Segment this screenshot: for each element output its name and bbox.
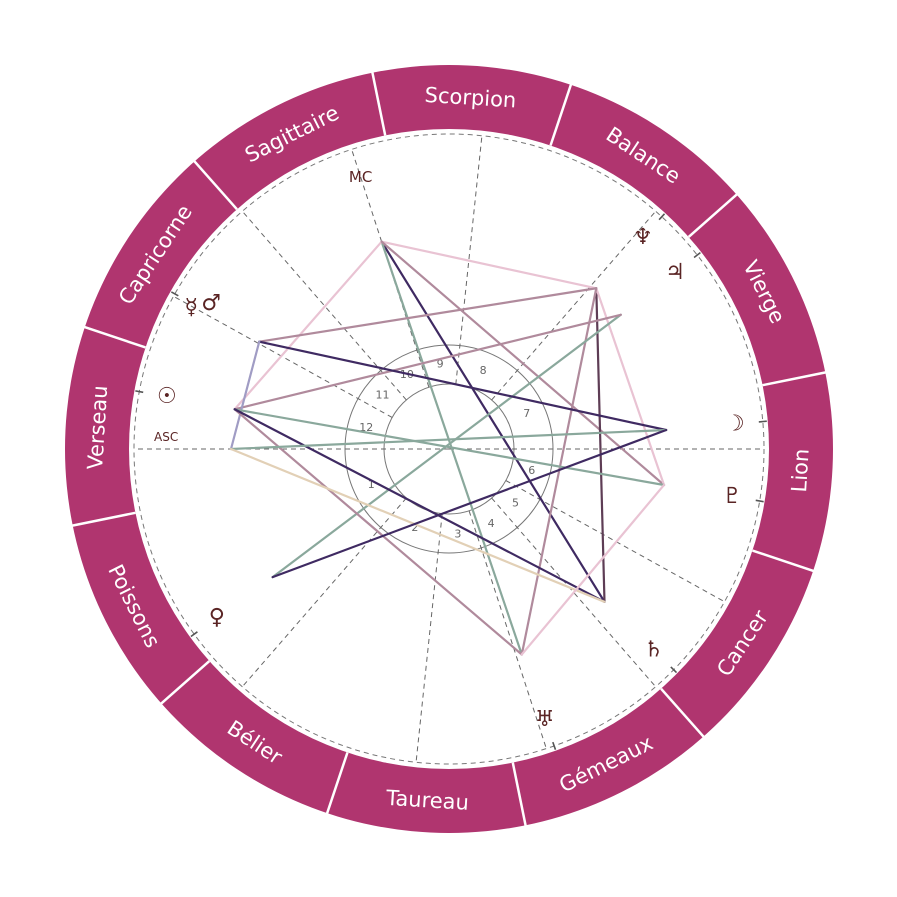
moon-icon: ☽	[725, 411, 745, 436]
sign-divider	[371, 71, 387, 136]
mc-label: MC	[349, 168, 372, 186]
sign-label-verseau: Verseau	[83, 385, 112, 471]
uranus-tick	[552, 741, 557, 750]
sign-label-scorpion: Scorpion	[424, 83, 517, 113]
aspect-line-jupiter-sun	[233, 313, 622, 411]
sign-divider	[511, 762, 527, 827]
sign-divider	[71, 511, 136, 527]
saturn-tick	[670, 666, 678, 674]
aspect-line-pluto-uranus	[520, 483, 666, 656]
house-cusp-line	[415, 513, 443, 763]
house-number-3: 3	[454, 528, 461, 541]
aspect-line-mc-pluto	[380, 240, 666, 487]
house-number-7: 7	[523, 407, 530, 420]
sign-divider	[687, 192, 739, 238]
jupiter-icon: ♃	[665, 260, 685, 285]
outer-dashed-circle	[133, 133, 765, 765]
house-cusp-line	[491, 497, 657, 688]
house-cusp-line	[455, 135, 483, 385]
sign-divider	[762, 371, 827, 387]
sign-divider	[660, 687, 706, 739]
aspect-line-mc-neptune	[380, 240, 598, 290]
aspect-line-neptune-pluto	[595, 287, 666, 487]
house-number-11: 11	[376, 389, 390, 402]
house-number-5: 5	[512, 496, 519, 509]
pluto-tick	[755, 499, 764, 503]
sign-label-taureau: Taureau	[384, 786, 469, 815]
sign-divider	[325, 752, 349, 815]
sign-divider	[83, 325, 146, 349]
sign-divider	[159, 660, 211, 706]
neptune-tick	[658, 213, 666, 221]
venus-icon: ♀	[209, 605, 225, 630]
aspect-line-mc-sun	[233, 240, 383, 411]
aspect-line-neptune-uranus	[520, 287, 598, 656]
pluto-icon: ♇	[722, 484, 742, 509]
neptune-icon: ♆	[633, 225, 653, 250]
house-cusp-line	[468, 510, 547, 749]
house-cusp-line	[173, 295, 393, 418]
asc-label: ASC	[154, 430, 178, 444]
sign-divider	[752, 549, 815, 573]
sun-tick	[135, 390, 144, 394]
house-number-6: 6	[528, 464, 535, 477]
aspect-line-mercury_mars-asc	[229, 340, 261, 451]
aspect-line-asc-saturn	[229, 447, 606, 603]
uranus-icon: ♅	[535, 707, 555, 732]
aspect-line-sun-saturn	[233, 408, 606, 603]
zodiac-ring: BélierTaureauGémeauxCancerLionViergeBala…	[65, 65, 833, 833]
house-cusp-line	[241, 210, 407, 401]
sign-divider	[549, 83, 573, 146]
saturn-icon: ♄	[644, 638, 664, 663]
aspect-line-mc-saturn	[380, 240, 606, 603]
house-number-8: 8	[480, 364, 487, 377]
mercury-icon: ☿	[184, 295, 198, 320]
aspect-line-asc-moon	[229, 428, 668, 451]
house-number-1: 1	[368, 478, 375, 491]
house-system: 123456789101112ASCMC	[133, 133, 765, 765]
house-cusp-line	[351, 149, 430, 388]
house-number-4: 4	[488, 517, 495, 530]
aspect-line-neptune-saturn	[595, 287, 606, 603]
mercury_mars-tick	[170, 291, 179, 297]
aspect-line-mercury_mars-moon	[258, 340, 668, 432]
sign-label-lion: Lion	[787, 448, 814, 493]
jupiter-tick	[693, 251, 701, 259]
mars-icon: ♂	[201, 291, 221, 316]
planet-glyphs: ☉ ☿ ♂ ♆ ♃ ☽ ♇ ♄ ♅ ♀	[135, 213, 767, 750]
house-cusp-line	[505, 480, 725, 603]
moon-tick	[758, 420, 767, 423]
aspect-line-sun-uranus	[233, 408, 523, 656]
house-cusp-line	[241, 497, 407, 688]
aspect-lines	[229, 240, 668, 656]
aspect-line-venus-moon	[271, 428, 668, 579]
aspect-line-sun-pluto	[233, 408, 666, 487]
sign-divider	[192, 159, 238, 211]
venus-tick	[190, 631, 198, 638]
sun-icon: ☉	[157, 384, 177, 409]
house-number-9: 9	[437, 357, 444, 370]
house-cusp-line	[491, 210, 657, 401]
aspect-line-neptune-mercury_mars	[258, 287, 598, 343]
house-number-2: 2	[411, 521, 418, 534]
